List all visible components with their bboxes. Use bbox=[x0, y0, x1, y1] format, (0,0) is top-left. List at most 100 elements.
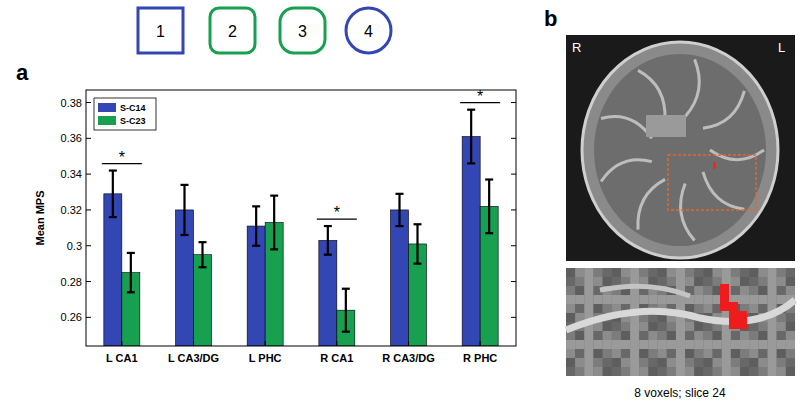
zoom-pixel bbox=[703, 295, 712, 304]
zoom-pixel bbox=[713, 349, 722, 358]
sulcus bbox=[685, 59, 699, 116]
stimulus-shape: 4 bbox=[346, 8, 391, 53]
sulcus bbox=[601, 117, 652, 139]
x-tick bbox=[408, 341, 409, 346]
significance-mark: * bbox=[119, 149, 125, 166]
zoom-pixel bbox=[786, 277, 795, 286]
zoom-pixel bbox=[740, 367, 749, 376]
zoom-pixel bbox=[740, 349, 749, 358]
zoom-pixel bbox=[593, 340, 602, 349]
significance-mark: * bbox=[334, 204, 340, 221]
error-line bbox=[470, 110, 472, 164]
zoom-pixel bbox=[685, 358, 694, 367]
error-cap bbox=[342, 288, 350, 290]
zoom-pixel bbox=[722, 331, 731, 340]
zoom-pixel bbox=[648, 322, 657, 331]
zoom-pixel bbox=[584, 367, 593, 376]
zoom-pixel bbox=[703, 340, 712, 349]
zoom-pixel bbox=[713, 367, 722, 376]
voxel bbox=[738, 311, 747, 320]
error-line bbox=[255, 206, 257, 245]
zoom-pixel bbox=[758, 349, 767, 358]
zoom-pixel bbox=[621, 331, 630, 340]
error-cap bbox=[396, 193, 404, 195]
error-bar bbox=[127, 253, 135, 292]
zoom-pixel bbox=[612, 268, 621, 277]
zoom-pixel bbox=[603, 349, 612, 358]
error-bar bbox=[467, 110, 475, 164]
zoom-pixel bbox=[648, 358, 657, 367]
zoom-pixel bbox=[667, 322, 676, 331]
zoom-pixel bbox=[593, 268, 602, 277]
y-tick bbox=[511, 102, 516, 103]
y-tick bbox=[511, 174, 516, 175]
zoom-pixel bbox=[740, 268, 749, 277]
zoom-pixel bbox=[584, 295, 593, 304]
image-background bbox=[566, 35, 795, 261]
zoom-structure bbox=[600, 286, 690, 296]
stimulus-outline bbox=[346, 8, 391, 53]
zoom-pixel bbox=[749, 340, 758, 349]
zoom-pixel bbox=[593, 349, 602, 358]
zoom-pixel bbox=[758, 268, 767, 277]
zoom-pixel bbox=[566, 277, 575, 286]
zoom-pixel bbox=[768, 331, 777, 340]
zoom-pixel bbox=[740, 331, 749, 340]
zoom-pixel bbox=[694, 277, 703, 286]
stimulus-label: 1 bbox=[156, 23, 165, 40]
error-line bbox=[488, 180, 490, 234]
zoom-pixel bbox=[658, 358, 667, 367]
zoom-pixel bbox=[648, 349, 657, 358]
error-bar bbox=[109, 171, 117, 218]
zoom-pixel bbox=[758, 367, 767, 376]
zoom-pixel bbox=[694, 340, 703, 349]
zoom-pixel bbox=[786, 358, 795, 367]
zoom-pixel bbox=[612, 322, 621, 331]
error-cap bbox=[127, 252, 135, 254]
sulcus bbox=[601, 160, 652, 182]
zoom-pixel bbox=[758, 286, 767, 295]
zoom-pixel bbox=[676, 322, 685, 331]
panel-label: a bbox=[16, 60, 29, 85]
zoom-pixel bbox=[777, 277, 786, 286]
zoom-pixel bbox=[566, 313, 575, 322]
legend-swatch bbox=[98, 116, 116, 125]
zoom-pixel bbox=[584, 340, 593, 349]
zoom-pixel bbox=[694, 295, 703, 304]
zoom-pixel bbox=[768, 277, 777, 286]
zoom-pixel bbox=[630, 358, 639, 367]
zoom-pixel bbox=[703, 286, 712, 295]
y-tick bbox=[511, 245, 516, 246]
zoom-pixel bbox=[713, 358, 722, 367]
stimulus-shape: 3 bbox=[280, 8, 325, 53]
zoom-pixel bbox=[694, 286, 703, 295]
zoom-pixel bbox=[667, 295, 676, 304]
zoom-pixel bbox=[777, 286, 786, 295]
zoom-pixel bbox=[584, 286, 593, 295]
zoom-pixel bbox=[694, 322, 703, 331]
voxel bbox=[738, 320, 747, 329]
zoom-pixel bbox=[703, 268, 712, 277]
error-cap bbox=[252, 245, 260, 247]
error-line bbox=[130, 253, 132, 292]
zoom-pixel bbox=[676, 295, 685, 304]
zoom-pixel bbox=[575, 367, 584, 376]
zoom-pixel bbox=[749, 286, 758, 295]
zoom-pixel bbox=[658, 331, 667, 340]
zoom-pixel bbox=[621, 295, 630, 304]
zoom-pixel bbox=[722, 358, 731, 367]
zoom-pixel bbox=[777, 340, 786, 349]
error-bar bbox=[485, 180, 493, 234]
zoom-pixel bbox=[768, 367, 777, 376]
error-cap bbox=[199, 241, 207, 243]
error-line bbox=[201, 242, 203, 267]
zoom-pixel bbox=[593, 331, 602, 340]
x-tick bbox=[336, 341, 337, 346]
zoom-pixel bbox=[777, 268, 786, 277]
x-tick bbox=[121, 341, 122, 346]
y-axis-label: Mean MPS bbox=[34, 190, 46, 245]
stimulus-label: 3 bbox=[298, 23, 307, 40]
error-bar bbox=[199, 242, 207, 267]
panel-label: b bbox=[544, 6, 557, 31]
sulcus bbox=[703, 172, 744, 209]
